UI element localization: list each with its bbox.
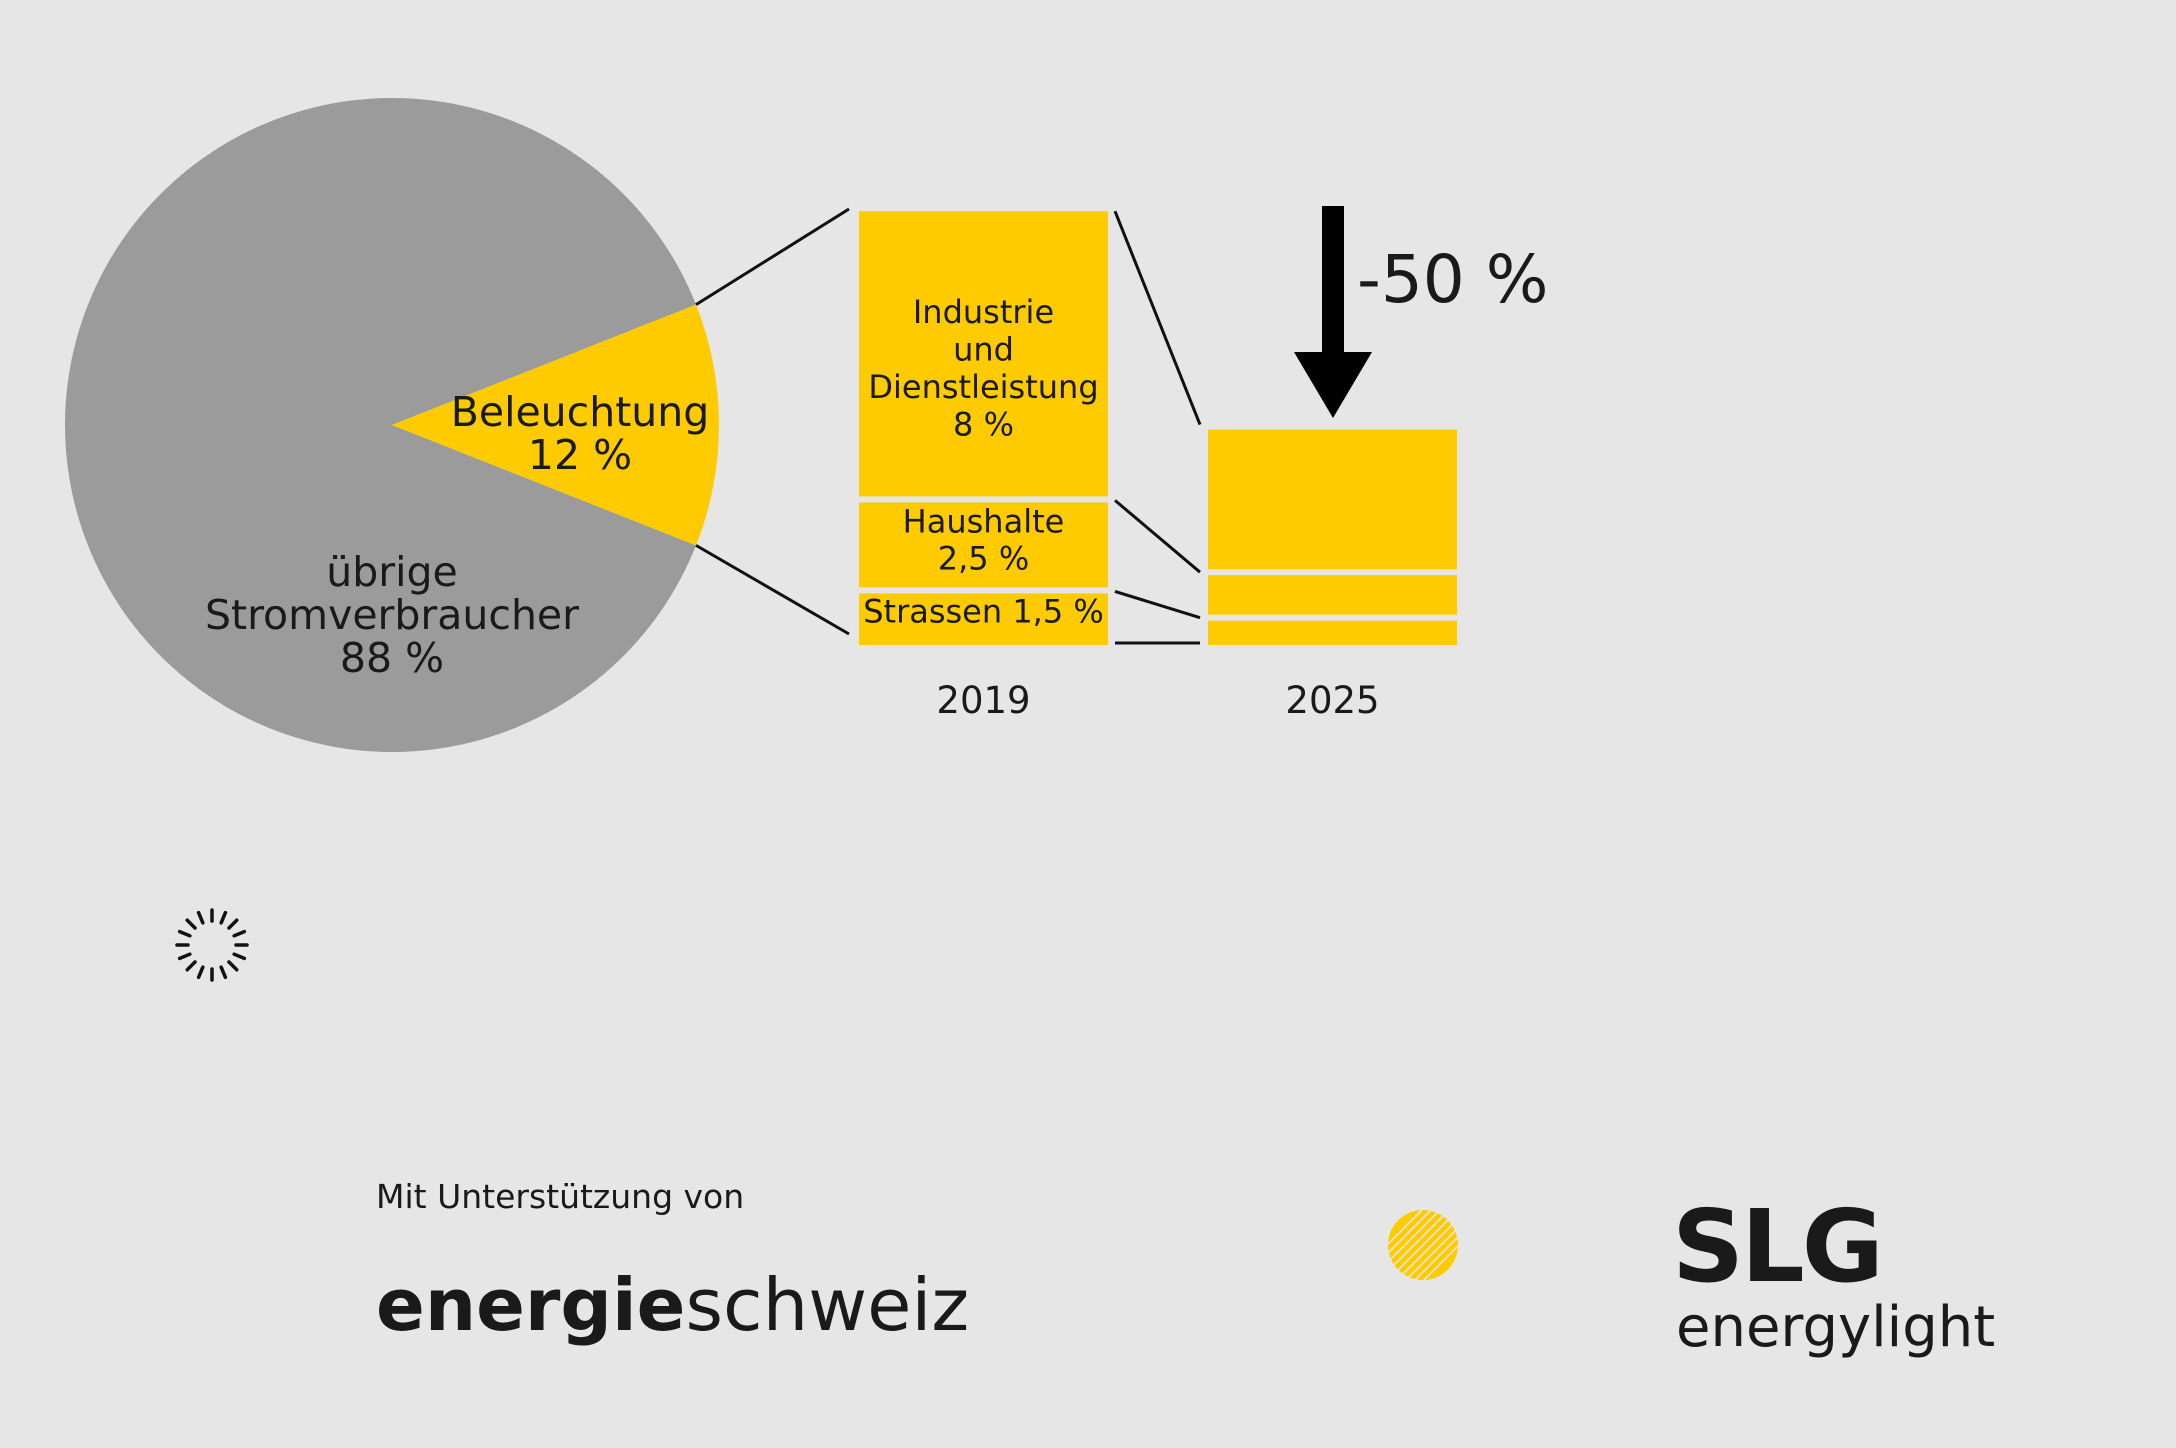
connector-pie-top xyxy=(695,207,850,306)
connector-pie-bottom xyxy=(695,544,850,636)
pie-label-other-line: übrige xyxy=(326,548,458,596)
energieschweiz-sun-icon xyxy=(175,908,249,982)
bar-segment xyxy=(859,593,1108,645)
segment-label-households-line: Haushalte xyxy=(903,502,1065,540)
sun-ray xyxy=(177,952,192,961)
sun-hatch xyxy=(1396,1209,1468,1281)
segment-label-households-line: 2,5 % xyxy=(938,539,1029,577)
footer: Mit Unterstützung von energieschweiz SLG… xyxy=(175,908,1995,1360)
energieschweiz-logo-light: schweiz xyxy=(685,1263,969,1347)
sun-ray xyxy=(185,960,197,972)
sun-ray xyxy=(227,960,239,972)
pie-slice-lighting xyxy=(392,304,719,546)
arrow-down-icon xyxy=(1294,206,1372,418)
energieschweiz-logo: energieschweiz xyxy=(376,1263,969,1347)
bar-segment xyxy=(1208,429,1457,570)
segment-label-industry: Industrie und Dienstleistung 8 % xyxy=(868,293,1098,444)
sun-hatch xyxy=(1378,1209,1450,1281)
x-tick-label: 2025 xyxy=(1285,679,1379,722)
x-tick-label: 2019 xyxy=(936,679,1030,722)
connector-bar-households xyxy=(1114,589,1201,620)
sun-hatch xyxy=(1405,1209,1477,1281)
stacked-bar-chart: 2019 2025 Industrie und Dienstleistung 8 % Hau… xyxy=(859,211,1457,722)
bar-segment xyxy=(859,211,1108,497)
pie-label-lighting: Beleuchtung 12 % xyxy=(451,388,710,479)
energieschweiz-logo-bold: energie xyxy=(376,1263,685,1347)
reduction-arrow: -50 % xyxy=(1294,206,1549,418)
pie-label-other-line: Stromverbraucher xyxy=(205,591,579,639)
segment-label-streets: Strassen 1,5 % xyxy=(863,592,1104,630)
sun-hatch xyxy=(1423,1209,1495,1281)
segment-label-industry-line: Industrie xyxy=(913,293,1054,331)
sun-hatch xyxy=(1387,1209,1459,1281)
sun-hatch xyxy=(1414,1209,1486,1281)
slg-logo-text: SLG xyxy=(1672,1188,1881,1305)
sun-ray xyxy=(219,965,228,980)
slg-energylight-text: energylight xyxy=(1676,1295,1995,1360)
bar-segment xyxy=(859,502,1108,588)
sun-ray xyxy=(219,910,228,925)
sun-hatch xyxy=(1351,1209,1423,1281)
sun-ray xyxy=(196,965,205,980)
sun-ray xyxy=(196,910,205,925)
sun-ray xyxy=(232,929,247,938)
sun-ray xyxy=(177,929,192,938)
pie-slice-other xyxy=(65,97,697,752)
pie-label-other: übrige Stromverbraucher 88 % xyxy=(205,548,579,682)
segment-label-streets-line: Strassen 1,5 % xyxy=(863,592,1104,630)
bar-segment xyxy=(1208,620,1457,645)
connector-bar-top xyxy=(1113,210,1202,426)
sun-hatch xyxy=(1360,1209,1432,1281)
segment-label-industry-line: 8 % xyxy=(953,406,1014,444)
pie-chart: Beleuchtung 12 % übrige Stromverbraucher 88 … xyxy=(65,97,719,752)
pie-label-lighting-line: 12 % xyxy=(528,431,632,479)
support-text: Mit Unterstützung von xyxy=(376,1177,744,1216)
sun-ray xyxy=(227,918,239,930)
segment-label-industry-line: Dienstleistung xyxy=(868,368,1098,406)
connector-bar-industry xyxy=(1114,499,1201,574)
pie-label-other-line: 88 % xyxy=(340,634,444,682)
segment-label-households: Haushalte 2,5 % xyxy=(903,502,1065,577)
pie-label-lighting-line: Beleuchtung xyxy=(451,388,710,436)
sun-ray xyxy=(232,952,247,961)
change-label: -50 % xyxy=(1357,241,1549,318)
slg-sun-icon xyxy=(1351,1209,1495,1281)
sun-hatch xyxy=(1369,1209,1441,1281)
connector-lines xyxy=(695,207,1202,645)
sun-ray xyxy=(185,918,197,930)
bar-segment xyxy=(1208,575,1457,615)
segment-label-industry-line: und xyxy=(953,331,1014,369)
